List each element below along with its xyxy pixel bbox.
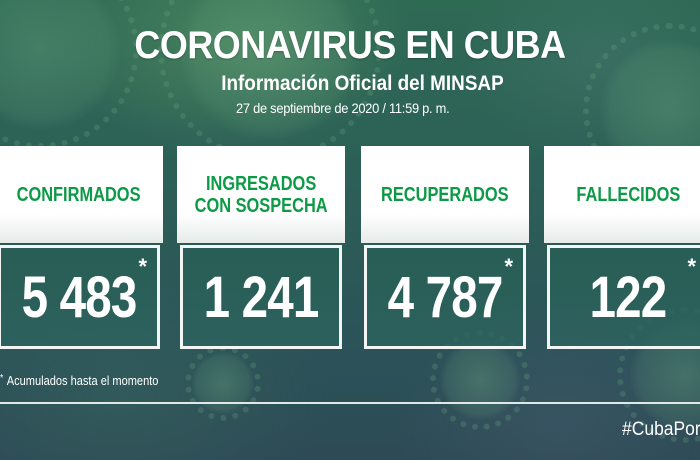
card-value-box: 4 787 *	[364, 245, 526, 349]
card-confirmados: CONFIRMADOS 5 483 *	[0, 146, 163, 356]
card-label: CONFIRMADOS	[17, 184, 141, 206]
hashtag: #CubaPorLaSalud	[622, 419, 700, 440]
card-label-line1: FALLECIDOS	[576, 183, 680, 206]
card-header: RECUPERADOS	[361, 146, 529, 243]
card-label-line2: CON SOSPECHA	[194, 194, 328, 217]
card-label: INGRESADOS CON SOSPECHA	[194, 173, 327, 217]
card-label: RECUPERADOS	[381, 184, 509, 206]
card-label-line1: INGRESADOS	[205, 172, 317, 195]
card-value-box: 122 *	[547, 245, 700, 349]
virus-decoration	[430, 330, 530, 430]
card-value-box: 1 241	[180, 245, 342, 349]
card-header: CONFIRMADOS	[0, 146, 163, 243]
report-date: 27 de septiembre de 2020 / 11:59 p. m.	[236, 100, 450, 116]
card-fallecidos: FALLECIDOS 122 *	[544, 146, 700, 356]
virus-decoration	[158, 0, 382, 162]
card-value: 122	[589, 264, 668, 330]
card-ingresados: INGRESADOS CON SOSPECHA 1 241	[177, 146, 345, 356]
asterisk-mark: *	[687, 254, 696, 279]
divider-line	[0, 402, 700, 404]
virus-decoration	[184, 344, 262, 422]
footnote: * Acumulados hasta el momento	[0, 373, 158, 388]
card-header: FALLECIDOS	[544, 146, 700, 243]
card-value: 5 483	[21, 264, 138, 330]
card-label: FALLECIDOS	[576, 184, 680, 206]
page-title: CORONAVIRUS EN CUBA	[134, 24, 566, 67]
card-value: 1 241	[203, 264, 320, 330]
card-label-line1: RECUPERADOS	[381, 183, 509, 206]
footnote-text: Acumulados hasta el momento	[6, 373, 159, 388]
card-value: 4 787	[387, 264, 504, 330]
asterisk-mark: *	[138, 254, 147, 279]
page-subtitle: Información Oficial del MINSAP	[221, 72, 504, 95]
card-value-box: 5 483 *	[0, 245, 160, 349]
card-header: INGRESADOS CON SOSPECHA	[177, 146, 345, 243]
footnote-mark: *	[0, 373, 4, 384]
card-recuperados: RECUPERADOS 4 787 *	[361, 146, 529, 356]
asterisk-mark: *	[504, 254, 513, 279]
card-label-line1: CONFIRMADOS	[17, 183, 141, 206]
